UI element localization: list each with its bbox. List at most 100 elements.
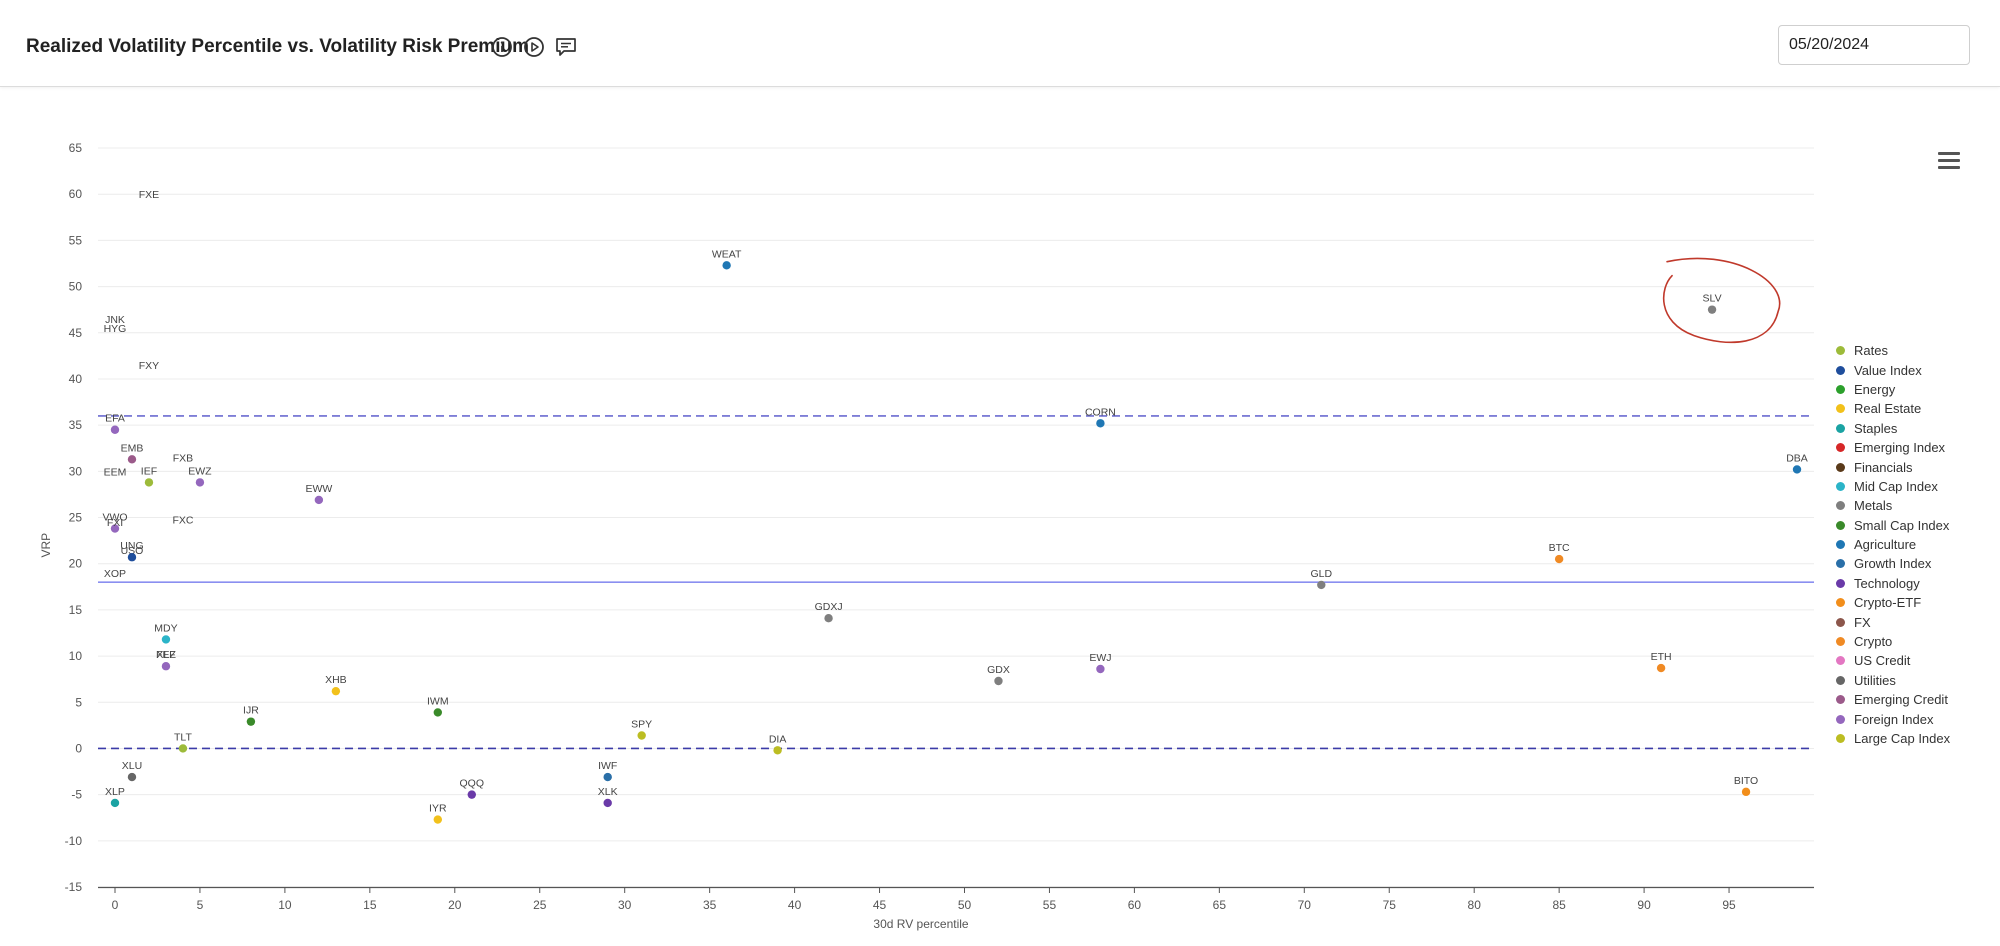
legend-label: Emerging Index [1854, 440, 1946, 456]
point-label: SPY [631, 719, 652, 731]
legend-item[interactable]: Metals [1836, 496, 1950, 515]
legend-item[interactable]: Emerging Credit [1836, 690, 1950, 709]
legend-marker [1836, 501, 1845, 511]
legend-item[interactable]: Mid Cap Index [1836, 477, 1950, 496]
x-tick-label: 35 [703, 898, 717, 912]
comment-icon[interactable] [554, 35, 578, 59]
point-label: UNG [120, 540, 143, 552]
legend-label: Emerging Credit [1854, 692, 1948, 708]
legend-item[interactable]: Real Estate [1836, 399, 1950, 418]
y-tick-label: 35 [69, 418, 83, 432]
legend-marker [1836, 346, 1845, 356]
info-icon[interactable] [490, 35, 514, 59]
legend-item[interactable]: Emerging Index [1836, 438, 1950, 457]
data-point [178, 744, 188, 753]
date-input[interactable] [1778, 25, 1970, 65]
legend-marker [1836, 675, 1845, 685]
x-tick-label: 80 [1468, 898, 1482, 912]
legend-item[interactable]: Financials [1836, 457, 1950, 476]
legend-label: Small Cap Index [1854, 517, 1950, 533]
point-label: EFA [105, 413, 125, 425]
data-point [1554, 554, 1564, 564]
data-point [331, 686, 341, 696]
data-point [127, 772, 137, 782]
point-label: USO [121, 545, 144, 557]
legend-item[interactable]: Rates [1836, 341, 1950, 360]
data-point [722, 261, 731, 270]
legend-item[interactable]: FX [1836, 612, 1950, 631]
point-label: BITO [1734, 775, 1758, 787]
data-point [433, 815, 443, 824]
data-point [110, 425, 120, 434]
y-tick-label: -10 [65, 834, 83, 848]
x-tick-label: 0 [112, 898, 119, 912]
point-label: XLK [598, 786, 618, 798]
data-point [773, 746, 782, 755]
legend-item[interactable]: Growth Index [1836, 554, 1950, 573]
data-point [195, 478, 205, 487]
data-point [1656, 663, 1666, 673]
data-point [1707, 305, 1717, 314]
legend-item[interactable]: Large Cap Index [1836, 729, 1950, 748]
point-label: FXI [107, 517, 123, 529]
point-label: IYR [429, 803, 447, 815]
y-tick-label: 15 [69, 603, 83, 617]
legend-marker [1836, 656, 1845, 666]
play-icon[interactable] [522, 35, 546, 59]
legend-marker [1836, 423, 1845, 433]
point-label: ETH [1651, 651, 1672, 663]
x-tick-label: 65 [1213, 898, 1227, 912]
data-point [127, 455, 137, 464]
legend-item[interactable]: Small Cap Index [1836, 516, 1950, 535]
legend-item[interactable]: Crypto-ETF [1836, 593, 1950, 612]
legend-marker [1836, 714, 1845, 724]
legend-label: Foreign Index [1854, 711, 1934, 727]
legend-item[interactable]: US Credit [1836, 651, 1950, 670]
legend-label: Agriculture [1854, 537, 1917, 553]
data-point [1096, 419, 1105, 428]
legend-item[interactable]: Utilities [1836, 671, 1950, 690]
legend-label: Financials [1854, 459, 1913, 475]
chart-menu-icon[interactable] [1938, 152, 1960, 172]
legend-item[interactable]: Agriculture [1836, 535, 1950, 554]
x-tick-label: 30 [618, 898, 632, 912]
point-label: IJR [243, 705, 259, 717]
legend-item[interactable]: Staples [1836, 419, 1950, 438]
data-point [824, 613, 833, 623]
legend-label: Crypto [1854, 634, 1893, 650]
y-tick-label: 10 [69, 649, 83, 663]
legend-item[interactable]: Energy [1836, 380, 1950, 399]
legend-marker [1836, 637, 1845, 647]
legend-marker [1836, 617, 1845, 627]
legend-label: Crypto-ETF [1854, 595, 1922, 611]
y-tick-label: 25 [69, 511, 83, 525]
y-tick-label: 55 [69, 233, 83, 247]
legend-label: Technology [1854, 575, 1920, 591]
point-label: IWF [598, 760, 617, 772]
data-point [603, 772, 612, 782]
legend-label: FX [1854, 614, 1871, 630]
x-tick-label: 20 [448, 898, 462, 912]
legend-item[interactable]: Foreign Index [1836, 709, 1950, 728]
legend-marker [1836, 404, 1845, 414]
legend-marker [1836, 365, 1845, 375]
legend-marker [1836, 578, 1845, 588]
legend-label: Rates [1854, 343, 1888, 359]
legend-item[interactable]: Value Index [1836, 360, 1950, 379]
legend-item[interactable]: Crypto [1836, 632, 1950, 651]
point-label: SLV [1703, 293, 1722, 305]
point-label: GDX [987, 664, 1010, 676]
y-tick-label: 5 [75, 695, 82, 709]
x-tick-label: 60 [1128, 898, 1142, 912]
data-point [161, 662, 171, 671]
data-point [161, 635, 171, 644]
legend-item[interactable]: Technology [1836, 574, 1950, 593]
data-point [1096, 664, 1105, 674]
point-label: FXY [139, 360, 159, 372]
point-label: FEZ [156, 649, 176, 661]
x-tick-label: 50 [958, 898, 972, 912]
x-tick-label: 95 [1722, 898, 1736, 912]
title-actions [490, 35, 578, 59]
data-point [127, 553, 137, 562]
point-label: VWO [102, 512, 127, 524]
